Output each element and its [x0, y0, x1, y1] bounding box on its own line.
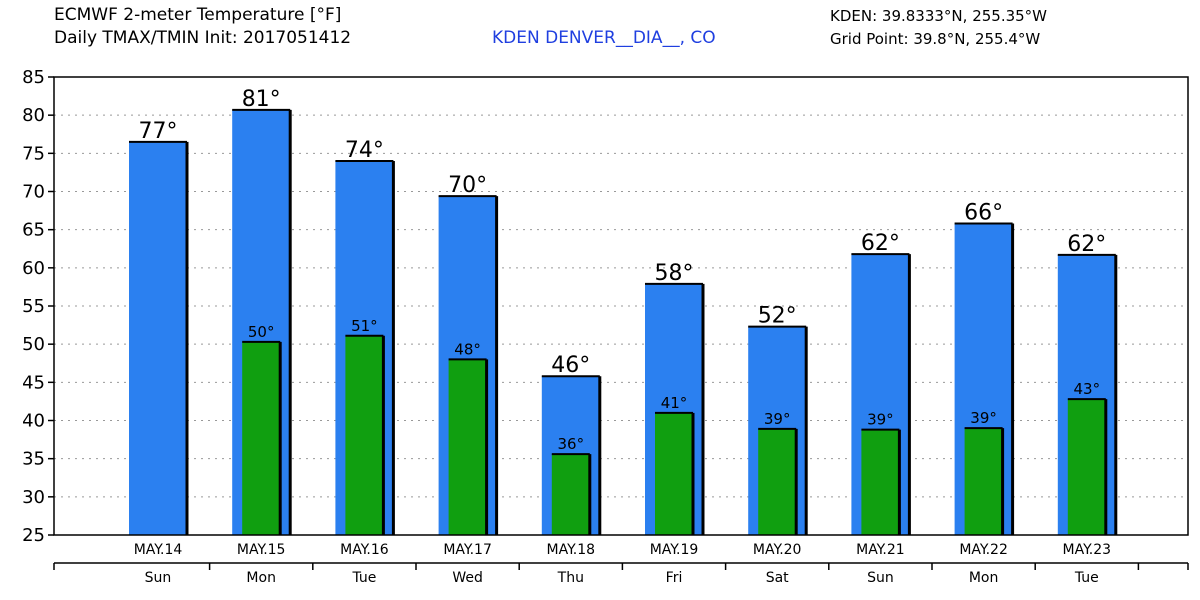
x-date-label: MAY.18 [547, 542, 596, 558]
tmin-label: 41° [661, 394, 688, 412]
x-weekday-label: Mon [246, 570, 276, 586]
tmin-label: 39° [970, 409, 997, 427]
grid-point-coordinates: Grid Point: 39.8°N, 255.4°W [830, 30, 1041, 48]
tmin-label: 43° [1074, 380, 1101, 398]
tmax-label: 62° [861, 231, 900, 256]
tmin-bar [655, 412, 693, 535]
x-weekday-label: Tue [351, 570, 376, 586]
x-axis: MAY.14 Sun MAY.15 Mon MAY.16 Tue MAY.17 Wed MAY.… [53, 542, 1189, 586]
tmin-label: 36° [558, 435, 585, 453]
tmax-label: 74° [345, 138, 384, 163]
x-date-label: MAY.17 [443, 542, 492, 558]
tmin-bar [242, 341, 281, 535]
x-date-label: MAY.19 [650, 542, 699, 558]
x-date-label: MAY.22 [959, 542, 1008, 558]
tmin-bar [964, 428, 1003, 535]
x-weekday-label: Fri [666, 570, 683, 586]
tmax-label: 70° [448, 173, 487, 198]
y-tick-label: 60 [22, 258, 45, 279]
x-date-label: MAY.15 [237, 542, 286, 558]
x-date-label: MAY.16 [340, 542, 389, 558]
tmin-bar [758, 428, 797, 535]
x-date-label: MAY.20 [753, 542, 802, 558]
bar-labels: 77° 81° 50° 74° 51° 70° 48° 46° 36° 58° 41° 52° 39° 6… [139, 87, 1107, 453]
tmax-label: 77° [139, 119, 178, 144]
chart-title-line1: ECMWF 2-meter Temperature [°F] [54, 5, 342, 25]
tmax-label: 66° [964, 201, 1003, 226]
x-weekday-label: Sun [145, 570, 172, 586]
x-weekday-label: Wed [452, 570, 483, 586]
y-tick-label: 80 [22, 105, 45, 126]
chart-title-line2: Daily TMAX/TMIN Init: 2017051412 [54, 28, 352, 48]
tmin-label: 51° [351, 317, 378, 335]
y-tick-label: 55 [22, 296, 45, 317]
y-tick-label: 70 [22, 182, 45, 203]
tmax-label: 81° [242, 87, 281, 112]
x-weekday-label: Sat [766, 570, 789, 586]
y-tick-label: 50 [22, 334, 45, 355]
tmax-bar [129, 141, 187, 535]
y-axis: 25 30 35 40 45 50 55 60 65 70 75 80 85 [22, 67, 54, 546]
tmax-label: 62° [1067, 232, 1106, 257]
x-weekday-label: Tue [1074, 570, 1099, 586]
station-coordinates: KDEN: 39.8333°N, 255.35°W [830, 7, 1048, 25]
tmax-label: 46° [551, 353, 590, 378]
y-tick-label: 45 [22, 372, 45, 393]
y-tick-label: 35 [22, 449, 45, 470]
x-date-label: MAY.14 [134, 542, 183, 558]
y-tick-label: 75 [22, 143, 45, 164]
tmin-bar [551, 454, 590, 535]
tmin-label: 39° [764, 410, 791, 428]
y-tick-label: 40 [22, 411, 45, 432]
tmin-label: 50° [248, 323, 275, 341]
bars [129, 108, 1118, 536]
y-tick-label: 85 [22, 67, 45, 88]
y-tick-label: 25 [22, 525, 45, 546]
tmin-label: 48° [454, 340, 481, 358]
tmin-bar [448, 359, 487, 535]
x-date-label: MAY.23 [1063, 542, 1112, 558]
tmax-label: 52° [758, 304, 797, 329]
gridlines [54, 114, 1188, 498]
x-date-label: MAY.21 [856, 542, 905, 558]
x-weekday-label: Sun [867, 570, 894, 586]
tmin-bar [1067, 399, 1106, 535]
tmin-bar [861, 429, 900, 535]
tmin-label: 39° [867, 411, 894, 429]
y-tick-label: 30 [22, 487, 45, 508]
x-weekday-label: Thu [557, 570, 584, 586]
y-tick-label: 65 [22, 220, 45, 241]
station-name: KDEN DENVER__DIA__, CO [492, 28, 716, 48]
tmin-bar [345, 335, 384, 535]
x-weekday-label: Mon [969, 570, 999, 586]
tmax-label: 58° [655, 261, 694, 286]
